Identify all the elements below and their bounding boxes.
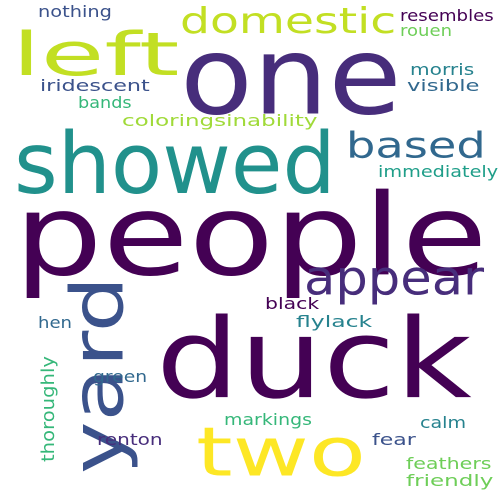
- word-black: black: [265, 295, 320, 314]
- word-green: green: [93, 368, 148, 387]
- word-bands: bands: [78, 94, 132, 113]
- word-immediately: immediately: [378, 163, 499, 182]
- word-left: left: [12, 19, 180, 89]
- word-flylack: flylack: [296, 313, 373, 332]
- word-thoroughly: thoroughly: [37, 356, 60, 462]
- word-two: two: [196, 412, 367, 492]
- word-fear: fear: [372, 431, 416, 450]
- word-nothing: nothing: [38, 3, 112, 22]
- word-feathers: feathers: [406, 455, 492, 474]
- word-appear: appear: [304, 250, 485, 306]
- word-renton: renton: [97, 431, 163, 450]
- word-coloringsinability: coloringsinability: [122, 112, 318, 131]
- word-duck: duck: [156, 294, 472, 424]
- word-one: one: [180, 12, 402, 140]
- word-resembles: resembles: [400, 7, 494, 26]
- word-based: based: [346, 125, 486, 167]
- word-people: people: [14, 170, 488, 302]
- word-showed: showed: [14, 114, 336, 214]
- word-rouen: rouen: [400, 22, 453, 41]
- word-markings: markings: [224, 411, 312, 430]
- word-hen: hen: [38, 314, 73, 333]
- word-iridescent: iridescent: [40, 77, 150, 96]
- word-visible: visible: [407, 77, 480, 96]
- word-calm: calm: [420, 414, 467, 433]
- word-friendly: friendly: [406, 472, 494, 491]
- word-morris: morris: [410, 61, 475, 80]
- word-domestic: domestic: [180, 0, 397, 42]
